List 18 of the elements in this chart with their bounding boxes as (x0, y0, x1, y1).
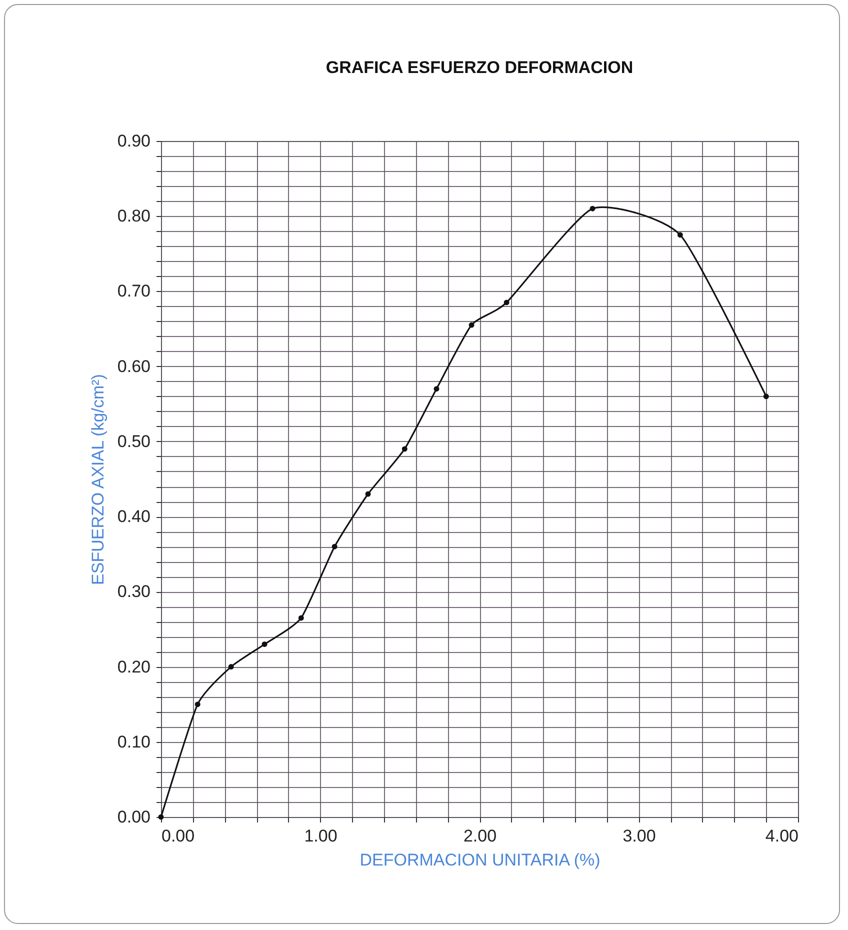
x-tick-label: 3.00 (622, 826, 656, 846)
x-tick-label: 0.00 (162, 826, 195, 846)
x-axis-title: DEFORMACION UNITARIA (%) (360, 850, 600, 870)
y-axis-title: ESFUERZO AXIAL (kg/cm²) (88, 374, 108, 585)
y-tick-label: 0.60 (117, 356, 150, 376)
y-tick-label: 0.50 (117, 432, 150, 451)
y-tick-label: 0.80 (117, 206, 150, 226)
y-tick-label: 0.20 (117, 657, 150, 676)
y-tick-label: 0.30 (117, 582, 150, 602)
y-tick-label: 0.10 (117, 732, 150, 752)
y-tick-label: 0.70 (117, 282, 150, 301)
x-tick-label: 4.00 (765, 826, 798, 846)
x-tick-label: 2.00 (463, 826, 497, 846)
y-tick-label: 0.40 (117, 507, 150, 526)
y-tick-label: 0.90 (117, 132, 150, 150)
y-tick-label: 0.00 (117, 808, 150, 826)
chart-title: GRAFICA ESFUERZO DEFORMACION (326, 58, 634, 77)
x-tick-label: 1.00 (304, 826, 338, 846)
